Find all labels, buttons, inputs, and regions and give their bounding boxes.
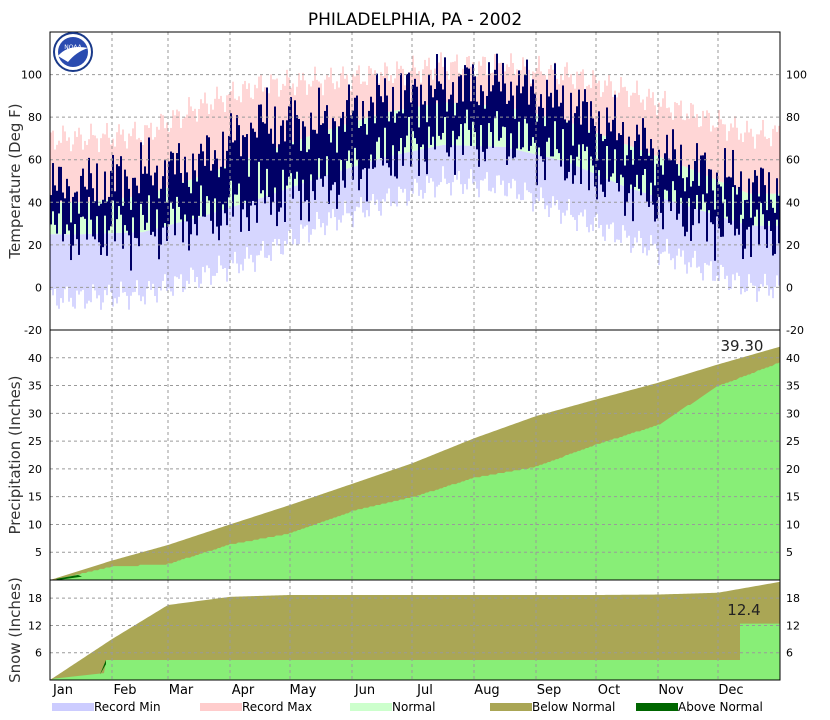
above-normal-snow-sliver (100, 660, 106, 675)
temperature-panel: 100 100 80 80 60 60 40 40 20 20 0 0 -20 -20 Temperatur… (6, 31, 807, 337)
y-tick-label-left: 18 (28, 592, 42, 605)
y-tick-label-right: 20 (786, 239, 800, 252)
y-axis-label: Precipitation (Inches) (6, 376, 24, 535)
panel-frame (49, 579, 781, 681)
y-tick-label-right: 6 (786, 647, 793, 660)
noaa-logo-bird (58, 47, 88, 62)
y-tick-label-left: 30 (28, 407, 42, 420)
y-tick-label-right: 12 (786, 619, 800, 632)
actual-precip-area (50, 361, 780, 580)
y-tick-label-left: 20 (28, 239, 42, 252)
month-label: Feb (113, 683, 136, 698)
normal-snow-area (50, 581, 780, 680)
legend-swatch (636, 703, 678, 711)
y-tick-label-right: 10 (786, 518, 800, 531)
y-axis-label: Temperature (Deg F) (6, 103, 24, 259)
month-label: Jun (354, 683, 375, 698)
month-label: Jul (416, 683, 433, 698)
legend-label: Above Normal (678, 700, 763, 714)
legend-label: Normal (392, 700, 435, 714)
y-tick-label-left: 25 (28, 435, 42, 448)
y-tick-label-left: 6 (35, 647, 42, 660)
y-tick-label-right: 30 (786, 407, 800, 420)
precipitation-panel: 40 40 35 35 30 30 25 25 20 20 15 15 10 10 5 5 Precipitat… (6, 329, 800, 581)
y-tick-label-right: 15 (786, 491, 800, 504)
month-label: Mar (169, 683, 194, 698)
y-tick-label-right: 18 (786, 592, 800, 605)
y-tick-label-left: 35 (28, 380, 42, 393)
noaa-logo: NOAA (53, 32, 93, 72)
legend-swatch (490, 703, 532, 711)
legend-swatch (350, 703, 392, 711)
y-tick-label-right: 0 (786, 281, 793, 294)
y-axis-label: Snow (Inches) (6, 577, 24, 683)
y-tick-label-left: 12 (28, 619, 42, 632)
snow-total-label: 12.4 (727, 601, 760, 619)
y-tick-label-left: 5 (35, 546, 42, 559)
month-label: May (290, 683, 317, 698)
month-label: Nov (658, 683, 684, 698)
legend: Record Min Record Max Normal Below Normal Ab… (52, 700, 763, 714)
y-tick-label-right: 40 (786, 196, 800, 209)
y-tick-label-right: 60 (786, 154, 800, 167)
noaa-logo-text: NOAA (64, 44, 82, 51)
chart-title: PHILADELPHIA, PA - 2002 (308, 10, 522, 30)
snow-panel: 18 18 12 12 6 6 Snow (Inches) 12.4 (6, 577, 800, 683)
y-tick-label-left: 20 (28, 463, 42, 476)
y-tick-label-right: 25 (786, 435, 800, 448)
y-tick-label-left: 40 (28, 196, 42, 209)
legend-label: Record Min (94, 700, 161, 714)
y-tick-label-right: 20 (786, 463, 800, 476)
y-tick-label-right: 40 (786, 352, 800, 365)
legend-label: Below Normal (532, 700, 615, 714)
y-tick-label-left: 10 (28, 518, 42, 531)
above-normal-precip-sliver (56, 575, 82, 580)
y-tick-label-left: 60 (28, 154, 42, 167)
y-tick-label-left: 40 (28, 352, 42, 365)
month-label: Oct (598, 683, 620, 698)
legend-label: Record Max (242, 700, 312, 714)
month-label: Aug (474, 683, 499, 698)
y-tick-label-right: 5 (786, 546, 793, 559)
y-tick-label-right: 80 (786, 111, 800, 124)
y-tick-label-right: -20 (786, 324, 804, 337)
y-tick-label-left: 100 (21, 69, 42, 82)
month-label: Sep (537, 683, 562, 698)
month-axis: Jan Feb Mar Apr May Jun Jul Aug Sep Oct Nov Dec (52, 683, 744, 698)
month-label: Apr (232, 683, 255, 698)
y-tick-label-right: 100 (786, 69, 807, 82)
y-tick-label-left: 80 (28, 111, 42, 124)
legend-swatch (52, 703, 94, 711)
month-label: Dec (718, 683, 743, 698)
y-tick-label-left: 15 (28, 491, 42, 504)
month-label: Jan (52, 683, 73, 698)
y-tick-label-left: 0 (35, 281, 42, 294)
actual-snow-area (50, 623, 780, 680)
legend-swatch (200, 703, 242, 711)
precip-total-label: 39.30 (721, 337, 764, 355)
y-tick-label-left: -20 (24, 324, 42, 337)
y-tick-label-right: 35 (786, 380, 800, 393)
